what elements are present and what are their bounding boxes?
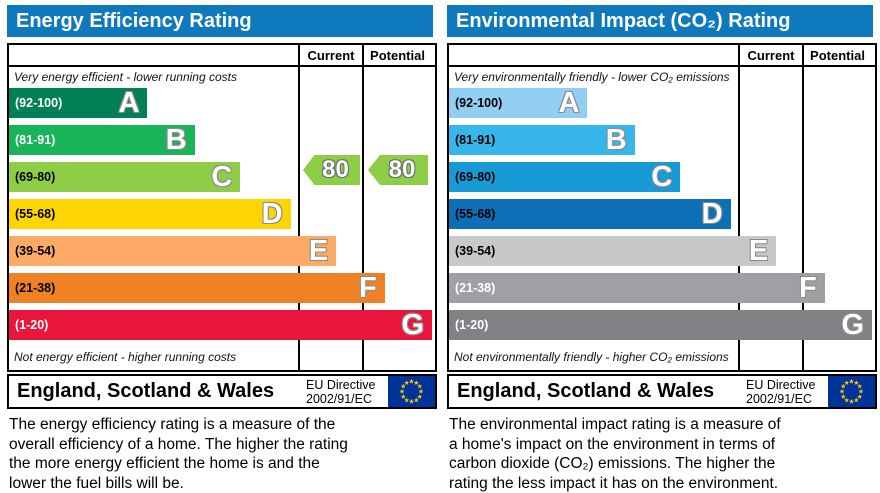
- band-letter: A: [118, 87, 140, 119]
- description-line: lower the fuel bills will be.: [9, 474, 184, 492]
- band-range-label: (81-91): [455, 133, 496, 147]
- top-note: Very environmentally friendly - lower CO…: [454, 70, 730, 84]
- eu-directive-line2: 2002/91/EC: [306, 391, 373, 406]
- band-f: (21-38) F: [9, 273, 385, 303]
- eu-directive-line1: EU Directive: [306, 377, 376, 392]
- band-range-label: (1-20): [455, 318, 489, 332]
- panel-description: The environmental impact rating is a mea…: [449, 415, 781, 493]
- current-rating-value: 80: [322, 156, 349, 183]
- bottom-note: Not environmentally friendly - higher CO…: [454, 350, 729, 364]
- band-letter: A: [558, 87, 580, 119]
- column-divider: [738, 45, 740, 370]
- band-letter: G: [401, 309, 425, 341]
- chart-header-row: Current Potential: [9, 45, 435, 67]
- band-e: (39-54) E: [449, 235, 777, 267]
- band-letter: F: [359, 272, 377, 304]
- panel-title: Environmental Impact (CO₂) Rating: [447, 5, 873, 37]
- environmental-impact-panel: Environmental Impact (CO₂) Rating Curren…: [440, 0, 880, 493]
- band-letter: F: [799, 272, 817, 304]
- description-line: The energy efficiency rating is a measur…: [9, 416, 336, 433]
- band-range-label: (39-54): [455, 244, 496, 258]
- band-letter: D: [701, 198, 723, 230]
- eu-directive-label: EU Directive 2002/91/EC: [306, 378, 388, 406]
- band-d: (55-68) D: [9, 199, 291, 229]
- panel-description: The energy efficiency rating is a measur…: [9, 415, 348, 493]
- band-range-label: (92-100): [455, 96, 503, 110]
- column-divider: [802, 45, 804, 370]
- region-footer: England, Scotland & Wales EU Directive 2…: [7, 374, 437, 409]
- band-range-label: (69-80): [455, 170, 496, 184]
- description-line: overall efficiency of a home. The higher…: [9, 435, 348, 453]
- description-line: carbon dioxide (CO₂) emissions. The high…: [449, 455, 776, 472]
- band-range-label: (69-80): [15, 170, 56, 184]
- band-letter: B: [165, 124, 187, 156]
- band-letter: E: [748, 235, 769, 267]
- region-label: England, Scotland & Wales: [457, 380, 715, 402]
- band-range-label: (21-38): [455, 281, 496, 295]
- band-range-label: (21-38): [15, 281, 56, 295]
- band-a: (92-100) A: [449, 87, 588, 119]
- region-label: England, Scotland & Wales: [17, 380, 275, 402]
- band-range-label: (1-20): [15, 318, 49, 332]
- band-a: (92-100) A: [9, 87, 148, 119]
- eu-directive-line1: EU Directive: [746, 377, 816, 392]
- energy-efficiency-panel: Energy Efficiency Rating Current Potenti…: [7, 5, 437, 493]
- band-letter: G: [841, 309, 865, 341]
- energy-efficiency-chart: Current Potential Very energy efficient …: [7, 43, 437, 372]
- band-range-label: (39-54): [15, 244, 56, 258]
- band-e: (39-54) E: [9, 235, 337, 267]
- band-c: (69-80) C: [9, 161, 241, 193]
- description-line: The environmental impact rating is a mea…: [449, 416, 781, 433]
- top-note: Very energy efficient - lower running co…: [14, 70, 237, 84]
- eu-directive-line2: 2002/91/EC: [746, 391, 813, 406]
- band-range-label: (55-68): [455, 207, 496, 221]
- current-column-header: Current: [747, 48, 795, 63]
- current-column-header: Current: [307, 48, 355, 63]
- band-g: (1-20) G: [9, 309, 433, 341]
- panel-title: Energy Efficiency Rating: [7, 5, 433, 37]
- band-range-label: (81-91): [15, 133, 56, 147]
- potential-rating-arrow: 80: [368, 155, 428, 185]
- band-letter: C: [211, 161, 233, 193]
- band-g: (1-20) G: [449, 309, 873, 341]
- eu-flag-icon: [388, 376, 435, 407]
- band-letter: C: [651, 161, 673, 193]
- bottom-note: Not energy efficient - higher running co…: [14, 350, 237, 364]
- band-letter: B: [605, 124, 627, 156]
- band-c: (69-80) C: [449, 161, 681, 193]
- band-range-label: (55-68): [15, 207, 56, 221]
- band-b: (81-91) B: [9, 125, 195, 155]
- potential-column-header: Potential: [370, 48, 425, 63]
- band-letter: D: [261, 198, 283, 230]
- band-d: (55-68) D: [449, 199, 731, 229]
- environmental-impact-chart: Current Potential Very environmentally f…: [447, 43, 877, 372]
- band-b: (81-91) B: [449, 125, 635, 155]
- description-line: a home's impact on the environment in te…: [449, 435, 776, 453]
- description-line: rating the less impact it has on the env…: [449, 474, 779, 492]
- band-range-label: (92-100): [15, 96, 63, 110]
- eu-directive-label: EU Directive 2002/91/EC: [746, 378, 828, 406]
- chart-header-row: Current Potential: [449, 45, 875, 67]
- description-line: the more energy efficient the home is an…: [9, 455, 320, 472]
- band-f: (21-38) F: [449, 273, 825, 303]
- column-divider: [362, 45, 364, 370]
- region-footer: England, Scotland & Wales EU Directive 2…: [447, 374, 877, 409]
- current-rating-arrow: 80: [303, 155, 360, 185]
- column-divider: [298, 45, 300, 370]
- potential-column-header: Potential: [810, 48, 865, 63]
- band-letter: E: [308, 235, 329, 267]
- eu-flag-icon: [828, 376, 875, 407]
- potential-rating-value: 80: [388, 156, 416, 183]
